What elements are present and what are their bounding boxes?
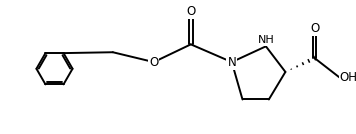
Text: O: O xyxy=(149,56,158,69)
Text: O: O xyxy=(186,5,195,18)
Text: N: N xyxy=(227,56,236,69)
Text: N: N xyxy=(227,56,236,69)
Text: NH: NH xyxy=(258,35,275,45)
Text: O: O xyxy=(149,56,158,69)
Text: O: O xyxy=(186,5,195,18)
Text: OH: OH xyxy=(340,71,356,84)
Text: NH: NH xyxy=(258,35,275,45)
Text: O: O xyxy=(310,22,319,35)
